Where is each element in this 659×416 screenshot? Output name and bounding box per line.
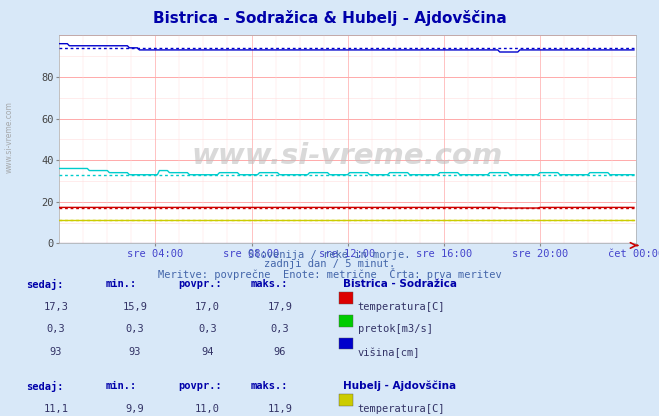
Text: Bistrica - Sodražica: Bistrica - Sodražica [343, 279, 457, 289]
Text: 9,9: 9,9 [126, 404, 144, 414]
Text: 93: 93 [129, 347, 141, 357]
Text: 11,0: 11,0 [195, 404, 220, 414]
Text: temperatura[C]: temperatura[C] [358, 302, 445, 312]
Text: 94: 94 [202, 347, 214, 357]
Text: povpr.:: povpr.: [178, 381, 221, 391]
Text: maks.:: maks.: [250, 381, 288, 391]
Text: 11,9: 11,9 [268, 404, 293, 414]
Text: 96: 96 [274, 347, 286, 357]
Text: povpr.:: povpr.: [178, 279, 221, 289]
Text: 0,3: 0,3 [198, 324, 217, 334]
Text: Hubelj - Ajdovščina: Hubelj - Ajdovščina [343, 381, 456, 391]
Text: 17,3: 17,3 [43, 302, 69, 312]
Text: www.si-vreme.com: www.si-vreme.com [192, 142, 503, 170]
Text: min.:: min.: [105, 381, 136, 391]
Text: sedaj:: sedaj: [26, 279, 64, 290]
Text: zadnji dan / 5 minut.: zadnji dan / 5 minut. [264, 259, 395, 269]
Text: 11,1: 11,1 [43, 404, 69, 414]
Text: Meritve: povprečne  Enote: metrične  Črta: prva meritev: Meritve: povprečne Enote: metrične Črta:… [158, 268, 501, 280]
Text: 0,3: 0,3 [271, 324, 289, 334]
Text: višina[cm]: višina[cm] [358, 347, 420, 358]
Text: maks.:: maks.: [250, 279, 288, 289]
Text: 0,3: 0,3 [126, 324, 144, 334]
Text: 17,9: 17,9 [268, 302, 293, 312]
Text: Slovenija / reke in morje.: Slovenija / reke in morje. [248, 250, 411, 260]
Text: sedaj:: sedaj: [26, 381, 64, 392]
Text: 0,3: 0,3 [47, 324, 65, 334]
Text: min.:: min.: [105, 279, 136, 289]
Text: Bistrica - Sodražica & Hubelj - Ajdovščina: Bistrica - Sodražica & Hubelj - Ajdovšči… [153, 10, 506, 26]
Text: www.si-vreme.com: www.si-vreme.com [5, 102, 14, 173]
Text: 93: 93 [50, 347, 62, 357]
Text: temperatura[C]: temperatura[C] [358, 404, 445, 414]
Text: 17,0: 17,0 [195, 302, 220, 312]
Text: 15,9: 15,9 [123, 302, 148, 312]
Text: pretok[m3/s]: pretok[m3/s] [358, 324, 433, 334]
